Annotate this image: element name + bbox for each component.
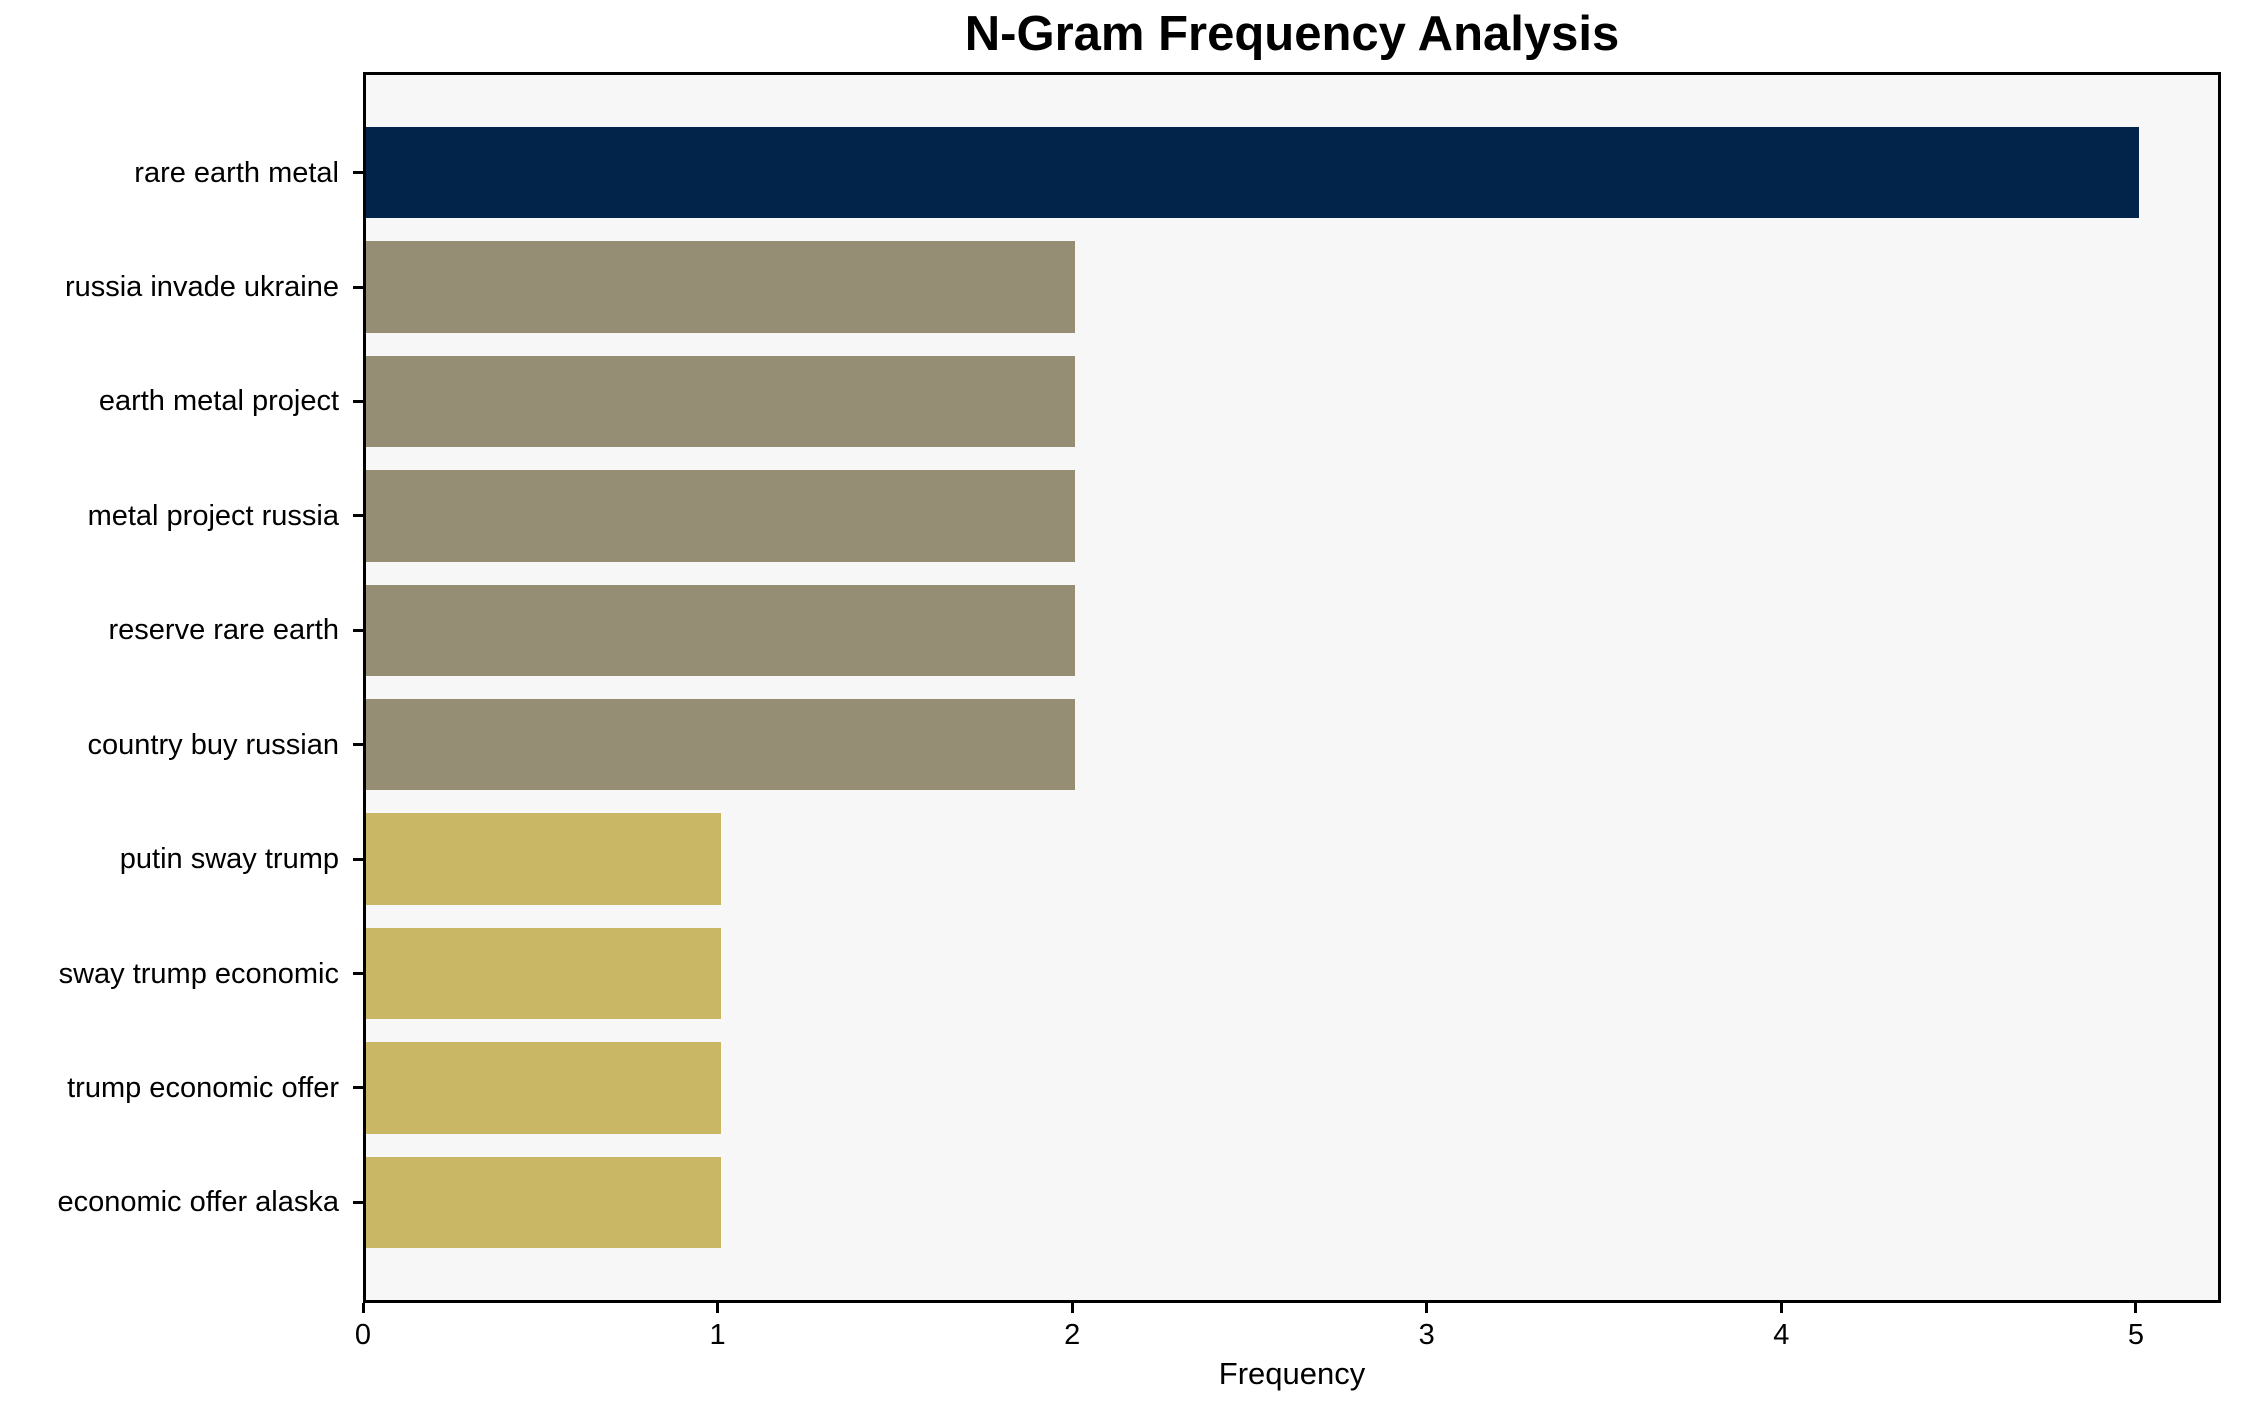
plot-area	[363, 72, 2221, 1303]
y-tick-mark	[353, 743, 363, 747]
x-tick-label: 1	[709, 1319, 726, 1351]
y-tick-label: economic offer alaska	[57, 1186, 339, 1219]
x-tick-label: 2	[1064, 1319, 1081, 1351]
y-tick-label: trump economic offer	[67, 1071, 339, 1104]
x-axis-label: Frequency	[1218, 1356, 1366, 1391]
x-tick-label: 4	[1773, 1319, 1790, 1351]
bar	[366, 927, 721, 1020]
bar	[366, 126, 2139, 219]
y-tick-mark	[353, 972, 363, 975]
x-tick-label: 0	[354, 1319, 372, 1351]
y-tick-mark	[353, 857, 363, 861]
x-tick-mark	[1425, 1303, 1429, 1313]
y-tick-label: rare earth metal	[134, 156, 339, 189]
bar	[366, 355, 1076, 448]
y-tick-label: country buy russian	[87, 728, 339, 761]
x-tick-mark	[2134, 1303, 2138, 1313]
y-tick-label: reserve rare earth	[108, 614, 340, 647]
bar	[366, 813, 721, 905]
y-tick-mark	[353, 514, 363, 518]
y-tick-mark	[353, 628, 363, 632]
x-tick-mark	[1070, 1303, 1074, 1313]
y-tick-label: metal project russia	[87, 499, 339, 532]
x-tick-mark	[716, 1303, 720, 1313]
bar	[366, 470, 1076, 562]
y-tick-mark	[353, 1200, 363, 1204]
bar	[366, 584, 1076, 677]
bar	[366, 1042, 721, 1134]
y-tick-mark	[353, 399, 363, 403]
y-tick-label: russia invade ukraine	[64, 271, 339, 304]
bar	[366, 698, 1076, 791]
y-tick-label: putin sway trump	[119, 843, 339, 876]
y-tick-label: earth metal project	[98, 385, 339, 418]
bar	[366, 241, 1076, 333]
x-tick-label: 5	[2127, 1319, 2144, 1351]
y-tick-mark	[353, 285, 363, 289]
y-tick-label: sway trump economic	[58, 957, 339, 990]
chart-title: N-Gram Frequency Analysis	[964, 7, 1620, 61]
bar	[366, 1156, 721, 1249]
x-tick-label: 3	[1418, 1319, 1435, 1351]
x-tick-mark	[1779, 1303, 1783, 1313]
y-tick-mark	[353, 1086, 363, 1090]
x-tick-mark	[361, 1303, 365, 1313]
y-tick-mark	[353, 171, 363, 175]
